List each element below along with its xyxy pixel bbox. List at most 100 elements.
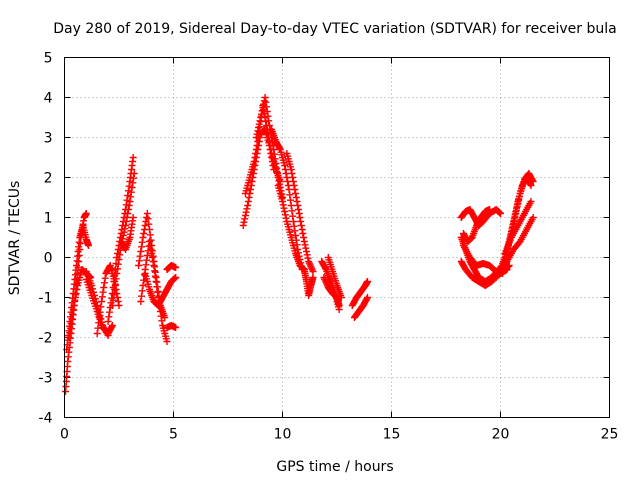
data-point	[101, 274, 109, 282]
data-point	[244, 198, 252, 205]
data-point	[300, 234, 308, 241]
x-tick-label: 25	[601, 427, 619, 443]
data-point	[273, 164, 281, 172]
data-point	[95, 319, 103, 327]
data-point	[111, 286, 119, 293]
data-points	[62, 94, 537, 395]
y-axis-label: SDTVAR / TECUs	[7, 181, 23, 296]
data-point	[157, 312, 165, 320]
data-point	[94, 324, 102, 332]
series-t34	[497, 214, 537, 275]
data-point	[281, 208, 289, 215]
y-tick-label: 0	[44, 251, 53, 267]
data-point	[513, 203, 521, 211]
data-point	[251, 154, 259, 161]
data-point	[172, 324, 180, 331]
data-point	[108, 290, 116, 297]
data-point	[143, 256, 151, 264]
data-point	[293, 198, 301, 205]
data-point	[138, 243, 146, 251]
data-point	[257, 110, 265, 118]
data-point	[250, 158, 258, 165]
data-point	[136, 252, 144, 260]
data-point	[142, 261, 150, 269]
data-point	[256, 117, 264, 125]
y-tick-label: 5	[44, 51, 53, 67]
series-t35	[501, 198, 535, 257]
data-point	[122, 218, 130, 225]
series-t14	[163, 322, 180, 331]
data-point	[261, 94, 269, 101]
data-point	[364, 294, 372, 301]
data-point	[288, 170, 296, 177]
data-point	[281, 211, 289, 219]
data-point	[109, 296, 117, 304]
data-point	[527, 198, 535, 205]
series-t26	[350, 294, 372, 321]
data-point	[97, 303, 105, 311]
data-point	[279, 201, 287, 209]
data-point	[304, 254, 312, 262]
data-point	[127, 188, 135, 196]
data-point	[294, 202, 302, 209]
data-point	[257, 114, 265, 121]
data-point	[106, 263, 114, 271]
data-point	[98, 293, 106, 301]
data-point	[510, 216, 518, 224]
data-point	[146, 231, 154, 239]
data-point	[287, 202, 295, 209]
series-t25	[348, 278, 372, 309]
x-tick-label: 10	[274, 427, 292, 443]
data-point	[69, 306, 77, 313]
data-point	[512, 206, 520, 214]
data-point	[294, 206, 302, 213]
data-point	[151, 267, 159, 275]
data-point	[120, 228, 128, 236]
y-tick-label: -4	[39, 411, 53, 427]
data-point	[247, 186, 255, 193]
data-point	[272, 160, 280, 167]
data-point	[148, 250, 156, 257]
data-point	[129, 179, 137, 187]
data-point	[125, 202, 133, 209]
data-point	[296, 214, 304, 221]
data-point	[100, 279, 108, 287]
data-point	[255, 124, 263, 131]
data-point	[123, 214, 131, 221]
data-point	[528, 176, 536, 184]
y-tick-label: -3	[39, 371, 53, 387]
data-point	[299, 230, 307, 237]
data-point	[363, 295, 371, 303]
y-tick-label: -1	[39, 291, 53, 307]
series-t12	[141, 270, 180, 309]
data-point	[163, 338, 171, 345]
data-point	[254, 127, 262, 135]
data-point	[529, 214, 537, 221]
series-t28	[459, 206, 494, 245]
data-point	[144, 215, 152, 223]
data-point	[121, 225, 129, 233]
data-point	[298, 226, 306, 233]
data-point	[486, 206, 494, 213]
data-point	[73, 286, 81, 293]
data-point	[303, 251, 311, 259]
data-point	[68, 310, 76, 318]
data-point	[150, 262, 158, 269]
chart-title: Day 280 of 2019, Sidereal Day-to-day VTE…	[53, 21, 616, 37]
data-point	[275, 177, 283, 185]
data-point	[287, 166, 295, 173]
data-point	[263, 108, 271, 115]
data-point	[156, 308, 164, 315]
data-point	[146, 242, 154, 249]
data-point	[137, 298, 145, 305]
data-point	[286, 191, 294, 199]
data-point	[364, 278, 372, 285]
data-point	[66, 324, 74, 332]
data-point	[71, 298, 79, 305]
data-point	[264, 112, 272, 120]
series-t9	[117, 214, 137, 253]
data-point	[252, 134, 260, 141]
data-point	[146, 226, 154, 233]
data-point	[288, 207, 296, 215]
data-point	[70, 302, 78, 309]
